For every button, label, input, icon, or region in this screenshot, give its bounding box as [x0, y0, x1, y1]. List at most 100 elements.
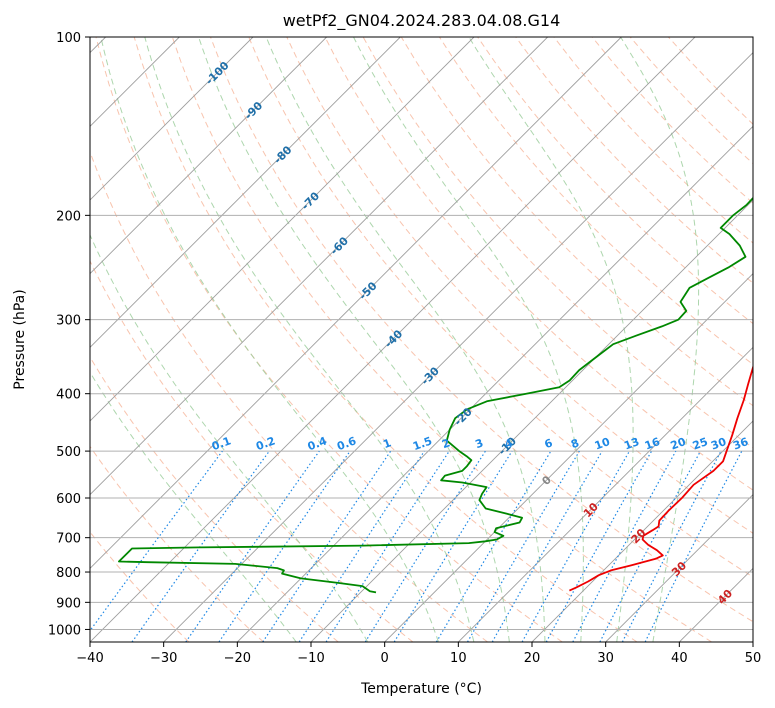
- x-tick-label: −10: [297, 651, 324, 666]
- moist-adiabat: [198, 37, 510, 642]
- mixing-ratio-label: 0.6: [335, 434, 358, 453]
- mixing-ratio-line: [364, 450, 486, 642]
- isotherm-label: -80: [271, 143, 294, 166]
- mixing-ratio-line: [185, 450, 320, 642]
- isotherm: [90, 37, 548, 496]
- x-tick-label: 50: [745, 651, 762, 666]
- mixing-ratio-label: 13: [622, 435, 641, 452]
- plot-frame: [89, 36, 754, 643]
- isotherm: [384, 273, 753, 642]
- dry-adiabat: [324, 37, 753, 491]
- isotherm-label: -60: [328, 234, 351, 257]
- mixing-ratio-label: 4: [503, 436, 515, 451]
- dry-adiabat: [90, 150, 488, 642]
- isotherm-label: -30: [419, 364, 442, 387]
- x-tick-label: 0: [381, 651, 389, 666]
- isotherm: [752, 641, 753, 642]
- y-tick-label: 100: [56, 31, 81, 46]
- isotherm-label: -50: [356, 279, 379, 302]
- moist-adiabat: [90, 371, 297, 642]
- mixing-ratio-line: [435, 450, 552, 642]
- y-axis-label: Pressure (hPa): [12, 289, 28, 389]
- x-tick-label: 30: [597, 651, 614, 666]
- dry-adiabat: [668, 37, 753, 125]
- isotherm: [531, 420, 753, 642]
- y-tick-label: 600: [56, 492, 81, 507]
- dry-adiabat: [133, 37, 638, 642]
- moist-adiabat: [144, 37, 475, 642]
- mixing-ratio-label: 20: [669, 435, 688, 453]
- y-tick-label: 300: [56, 314, 81, 329]
- dry-adiabat: [90, 531, 190, 642]
- mixing-ratio-label: 30: [709, 435, 728, 453]
- mixing-ratio-label: 0.2: [254, 434, 277, 453]
- isotherm: [458, 346, 753, 642]
- mixing-ratio-label: 1: [381, 436, 393, 451]
- mixing-ratio-label: 36: [731, 435, 750, 453]
- x-tick-label: −40: [76, 651, 103, 666]
- isotherm: [90, 37, 254, 201]
- mixing-ratio-label: 2: [440, 436, 452, 451]
- y-tick-label: 500: [56, 445, 81, 460]
- x-tick-label: −20: [224, 651, 251, 666]
- dry-adiabat: [591, 37, 753, 204]
- isotherm: [310, 199, 753, 642]
- y-tick-label: 900: [56, 596, 81, 611]
- mixing-ratio-line: [218, 450, 351, 642]
- dewpoint-line: [118, 196, 753, 594]
- mixing-ratio-line: [325, 450, 450, 642]
- isotherm-label: 30: [669, 559, 689, 579]
- dry-adiabat: [90, 356, 339, 642]
- axes: −40 −30 −20 −10 0 10 20 30 40 5010020030040050060…: [48, 31, 761, 666]
- chart-title: wetPf2_GN04.2024.283.04.08.G14: [283, 11, 561, 31]
- dry-adiabat: [210, 37, 753, 623]
- dry-adiabat: [90, 445, 264, 642]
- isotherm: [237, 125, 753, 642]
- isotherm: [90, 37, 622, 569]
- moist-adiabat: [100, 37, 439, 642]
- dry-adiabat: [90, 259, 414, 642]
- x-tick-label: −30: [150, 651, 177, 666]
- mixing-ratio-line: [298, 450, 425, 642]
- isotherm-label: -20: [452, 405, 475, 428]
- mixing-ratio-label: 0.1: [210, 434, 233, 453]
- dry-adiabat: [95, 37, 563, 642]
- y-tick-label: 1000: [48, 623, 81, 638]
- x-tick-label: 20: [524, 651, 541, 666]
- mixing-ratio-label: 1.5: [411, 434, 434, 453]
- moist-adiabat: [353, 37, 584, 642]
- x-tick-label: 10: [450, 651, 467, 666]
- moist-adiabat: [265, 37, 546, 642]
- mixing-ratio-label: 8: [569, 436, 581, 451]
- isotherm: [605, 494, 753, 642]
- mixing-ratio-line: [644, 450, 743, 642]
- isotherm: [90, 37, 401, 348]
- dry-adiabat: [553, 37, 753, 244]
- mixing-ratio-line: [572, 450, 677, 642]
- x-axis-label: Temperature (°C): [360, 681, 482, 697]
- isotherm: [90, 37, 475, 422]
- isotherm: [163, 52, 753, 642]
- y-tick-label: 200: [56, 209, 81, 224]
- y-tick-label: 700: [56, 532, 81, 547]
- isotherm-label: -40: [382, 327, 405, 350]
- isotherm-label: 40: [715, 587, 735, 607]
- x-tick-label: 40: [671, 651, 688, 666]
- isotherm: [679, 567, 753, 642]
- mixing-ratio-line: [521, 450, 631, 642]
- mixing-ratio-line: [545, 450, 653, 642]
- dry-adiabat: [515, 37, 753, 284]
- mixing-ratio-line: [393, 450, 513, 642]
- mixing-ratio-line: [90, 450, 223, 632]
- series-layer: [118, 196, 753, 594]
- reference-lines: [90, 37, 753, 642]
- mixing-ratio-label: 0.4: [306, 434, 329, 453]
- moist-adiabat: [90, 233, 369, 642]
- dry-adiabat: [286, 37, 753, 534]
- mixing-ratio-label: 3: [473, 436, 485, 451]
- isotherm-label: -70: [299, 189, 322, 212]
- moist-adiabat: [468, 37, 634, 642]
- isotherm: [90, 37, 327, 275]
- y-tick-label: 800: [56, 566, 81, 581]
- mixing-ratio-label: 25: [691, 435, 710, 452]
